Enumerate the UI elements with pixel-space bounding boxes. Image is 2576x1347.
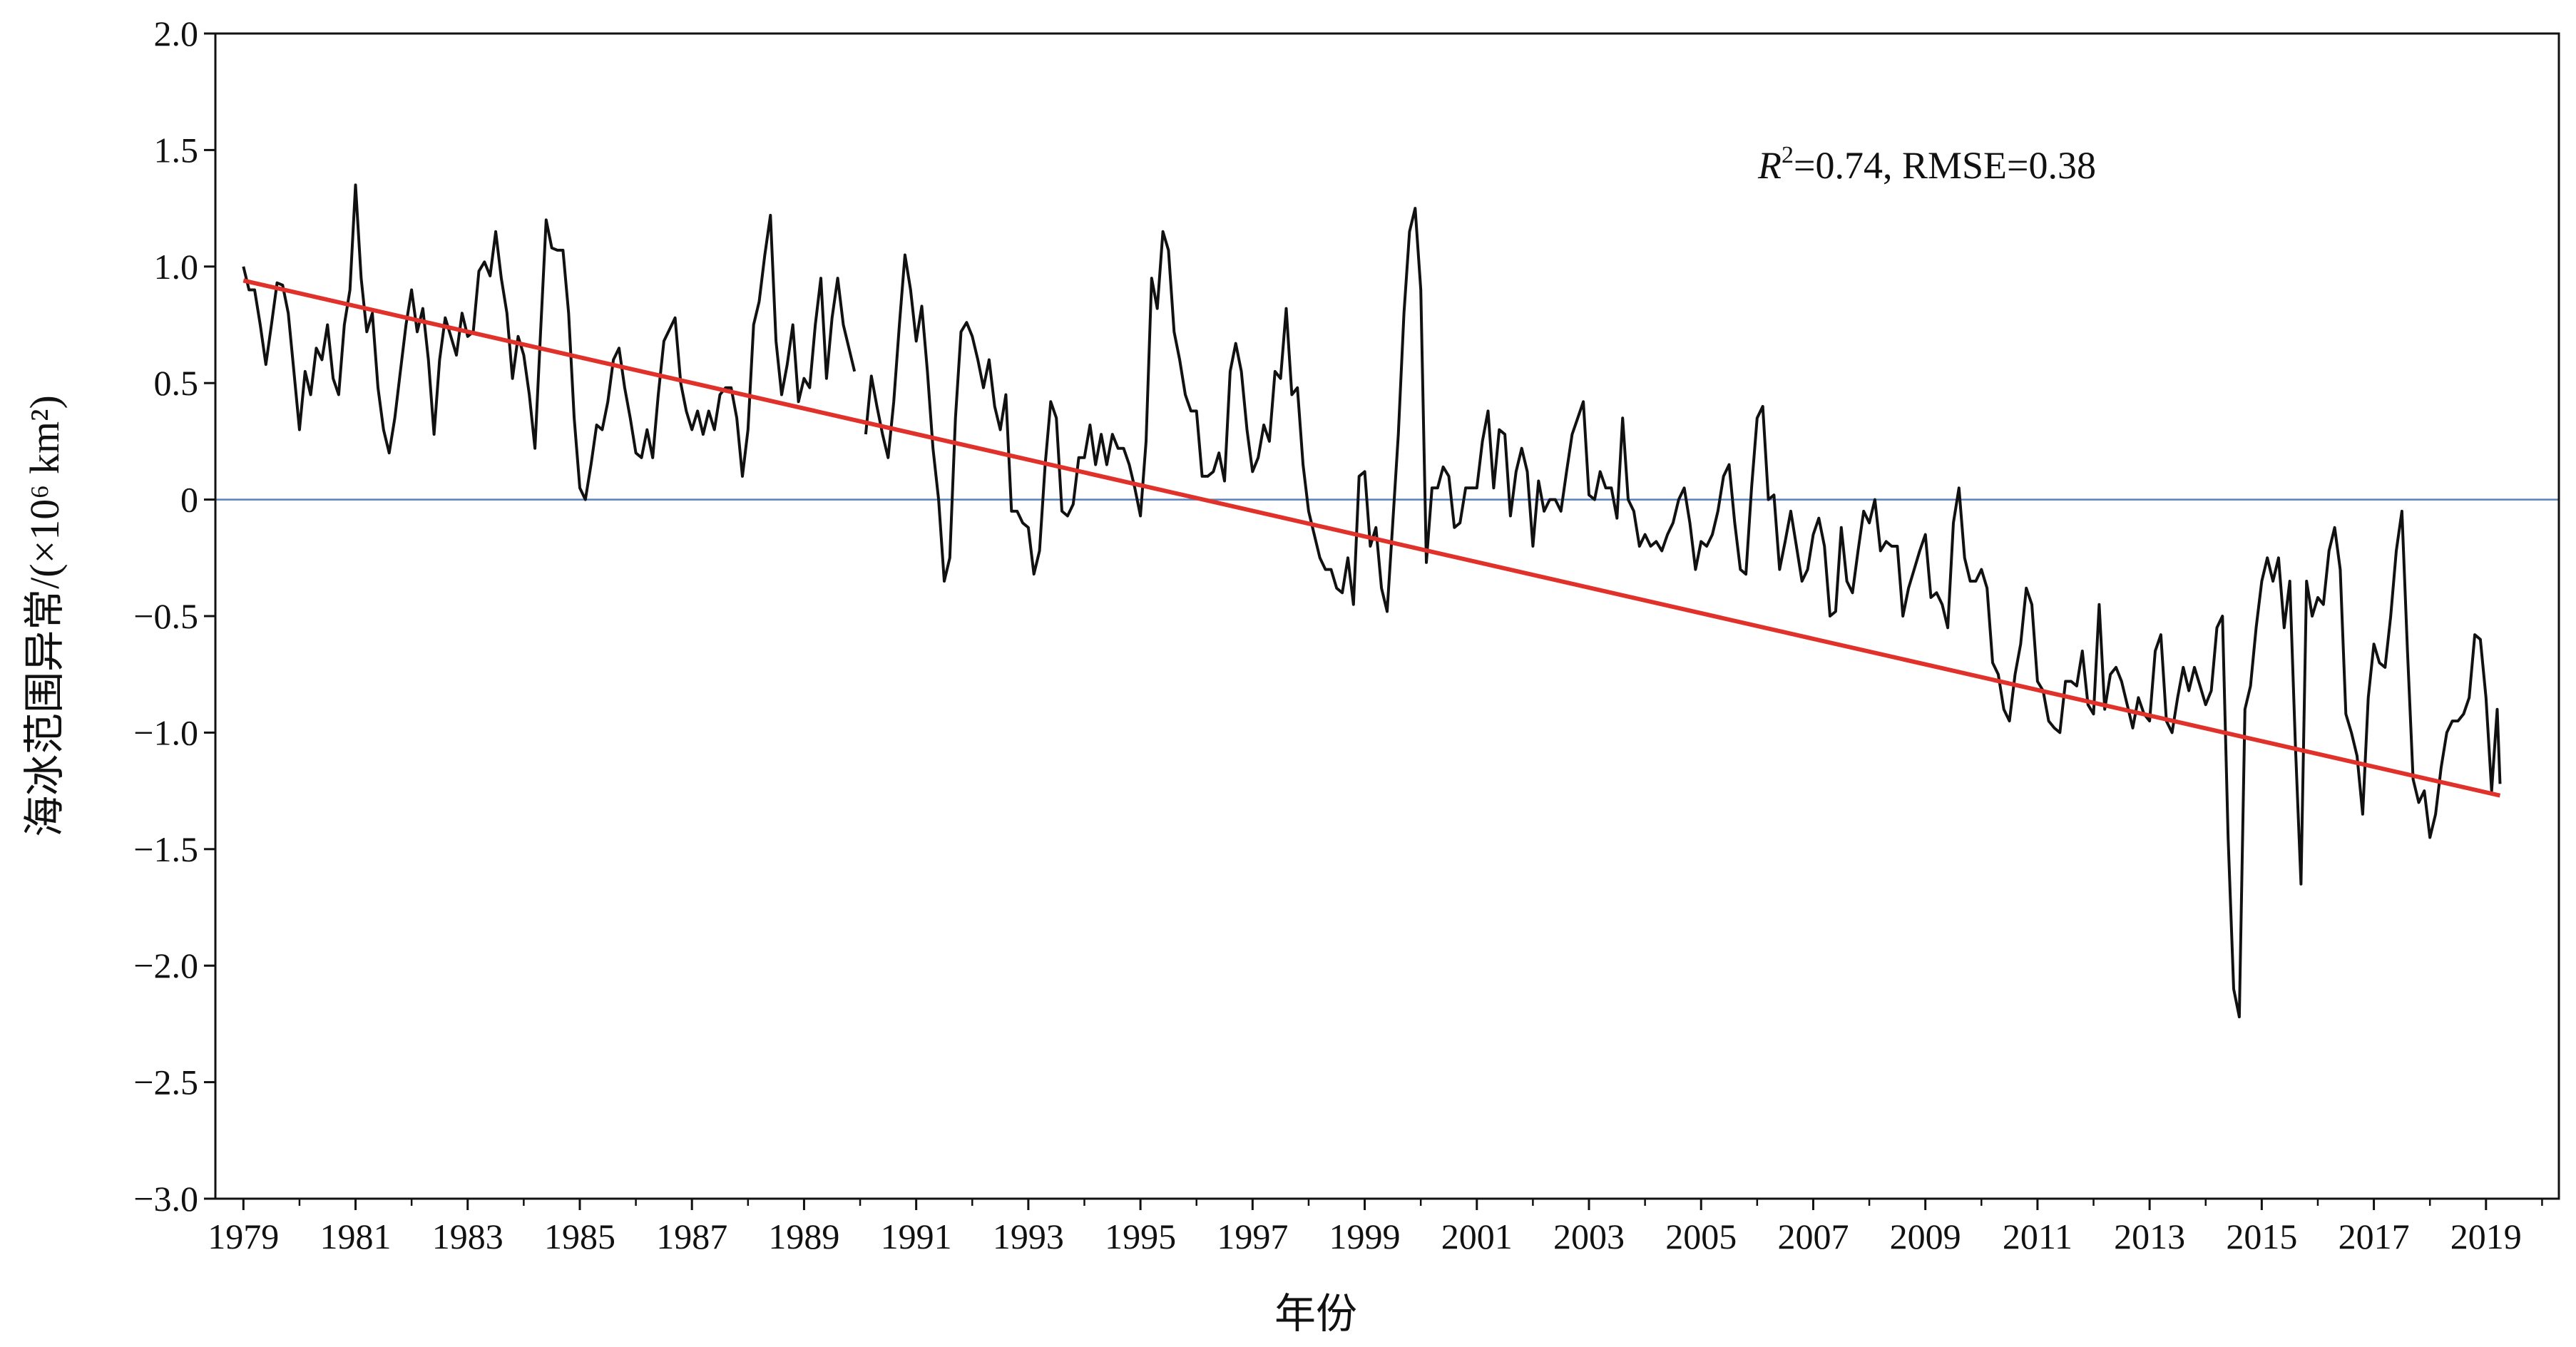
x-tick-label: 1993 — [993, 1217, 1064, 1256]
series-line-segment — [242, 183, 857, 501]
x-tick-label: 1987 — [656, 1217, 727, 1256]
x-tick-label: 1997 — [1217, 1217, 1288, 1256]
r2-exponent: 2 — [1782, 142, 1794, 168]
x-tick-label: 2005 — [1665, 1217, 1737, 1256]
x-tick-label: 1999 — [1329, 1217, 1401, 1256]
x-axis-ticks: 1979 1981 1983 1985 1987 1989 1991 1993 1995 1997… — [208, 1199, 2543, 1256]
y-tick-label: 1.0 — [154, 247, 199, 287]
y-axis-title: 海冰范围异常/(×10⁶ km²) — [21, 395, 68, 837]
y-axis-ticks: 2.0 1.5 1.0 0.5 0 −0.5 −1.0 −1.5 −2.0 −2.5 −3.0 — [133, 14, 215, 1219]
y-tick-label: −0.5 — [133, 596, 198, 636]
anomaly-series — [242, 183, 2502, 1019]
trend-line-path — [242, 278, 2501, 798]
x-tick-label: 1995 — [1105, 1217, 1176, 1256]
y-tick-label: −3.0 — [133, 1179, 198, 1219]
fit-statistics-annotation: R2=0.74, RMSE=0.38 — [1757, 142, 2096, 187]
x-axis-title: 年份 — [1274, 1291, 1357, 1337]
x-tick-label: 1989 — [768, 1217, 839, 1256]
x-tick-label: 1981 — [320, 1217, 392, 1256]
fit-statistics-text: =0.74, RMSE=0.38 — [1794, 144, 2096, 187]
y-tick-label: −2.0 — [133, 946, 198, 985]
y-tick-label: 0 — [180, 480, 198, 520]
y-tick-label: −2.5 — [133, 1062, 198, 1102]
y-tick-label: −1.5 — [133, 829, 198, 869]
x-tick-label: 1985 — [544, 1217, 615, 1256]
x-tick-label: 1991 — [881, 1217, 952, 1256]
x-tick-label: 2011 — [2003, 1217, 2072, 1256]
x-tick-label: 2007 — [1777, 1217, 1849, 1256]
y-tick-label: 1.5 — [154, 130, 199, 170]
x-tick-label: 1983 — [432, 1217, 504, 1256]
r2-symbol: R — [1757, 144, 1782, 187]
series-line-segment — [864, 207, 2502, 1019]
x-tick-label: 2003 — [1553, 1217, 1625, 1256]
y-tick-label: −1.0 — [133, 712, 198, 752]
y-tick-label: 2.0 — [154, 14, 199, 53]
x-tick-label: 1979 — [208, 1217, 279, 1256]
y-tick-label: 0.5 — [154, 363, 199, 403]
trend-line — [242, 278, 2501, 798]
x-tick-label: 2013 — [2114, 1217, 2185, 1256]
x-tick-label: 2009 — [1890, 1217, 1961, 1256]
x-tick-label: 2019 — [2450, 1217, 2522, 1256]
x-tick-label: 2017 — [2339, 1217, 2410, 1256]
x-tick-label: 2015 — [2226, 1217, 2297, 1256]
x-tick-label: 2001 — [1441, 1217, 1513, 1256]
